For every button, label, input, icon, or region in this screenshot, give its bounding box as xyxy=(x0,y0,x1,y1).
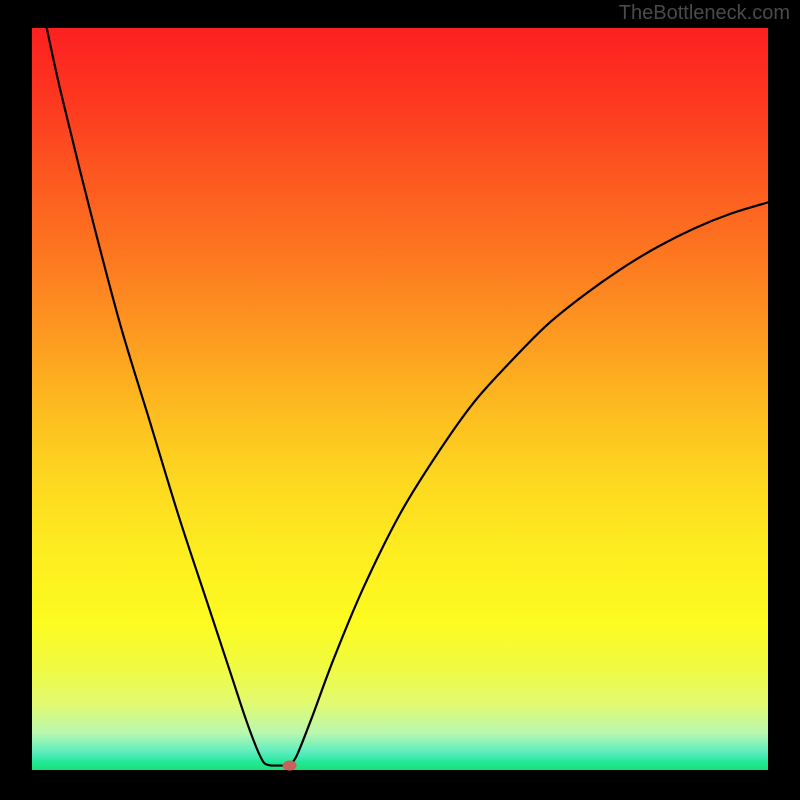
bottleneck-chart xyxy=(0,0,800,800)
optimal-point-marker xyxy=(283,761,297,771)
chart-container: { "attribution": "TheBottleneck.com", "c… xyxy=(0,0,800,800)
attribution-text: TheBottleneck.com xyxy=(619,2,790,25)
